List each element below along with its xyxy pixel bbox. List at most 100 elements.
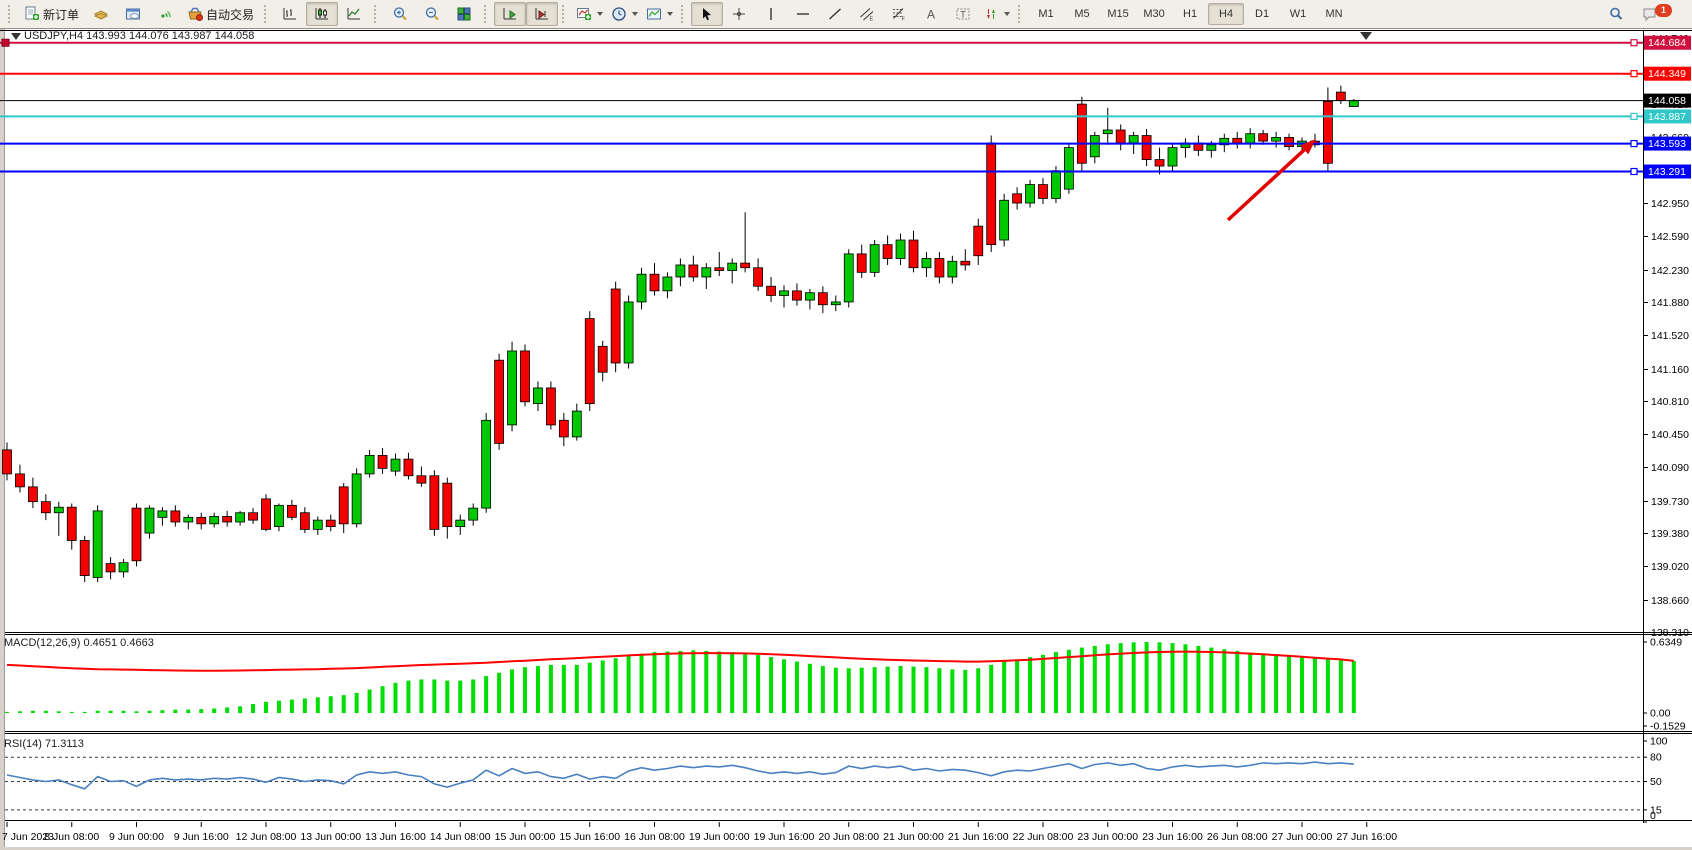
zoom-in-button[interactable] — [384, 2, 416, 26]
window-frame — [0, 29, 1692, 850]
new-order-button[interactable]: 新订单 — [18, 2, 85, 26]
toolbar-grip — [264, 5, 270, 23]
svg-text:14 Jun 08:00: 14 Jun 08:00 — [430, 831, 491, 843]
auto-trading-button[interactable]: 自动交易 — [181, 2, 260, 26]
svg-text:143.291: 143.291 — [1648, 166, 1686, 178]
trendline-icon — [829, 8, 842, 20]
signals-button[interactable] — [149, 2, 181, 26]
equidistant-channel-tool-button[interactable]: E — [851, 2, 883, 26]
svg-text:23 Jun 00:00: 23 Jun 00:00 — [1077, 831, 1138, 843]
svg-text:140.090: 140.090 — [1651, 462, 1689, 474]
crosshair-icon — [733, 8, 746, 20]
horizontal-line-icon — [797, 13, 810, 15]
text-tool-button[interactable]: A — [915, 2, 947, 26]
svg-text:80: 80 — [1650, 752, 1662, 764]
svg-text:143.593: 143.593 — [1648, 138, 1686, 150]
svg-text:22 Jun 08:00: 22 Jun 08:00 — [1013, 831, 1074, 843]
indicators-caret-icon — [597, 12, 604, 16]
macd-indicator-label: MACD(12,26,9) 0.4651 0.4663 — [4, 637, 154, 649]
svg-text:A: A — [927, 8, 935, 22]
symbol-title: USDJPY,H4 143.993 144.076 143.987 144.05… — [24, 30, 255, 42]
arrows-caret-icon — [1004, 12, 1011, 16]
cursor-tool-button[interactable] — [691, 2, 724, 26]
toolbar-grip — [681, 5, 687, 23]
svg-text:144.684: 144.684 — [1648, 37, 1686, 49]
indicators-button[interactable] — [572, 2, 607, 26]
svg-text:142.230: 142.230 — [1651, 265, 1689, 277]
svg-text:139.380: 139.380 — [1651, 528, 1689, 540]
candlestick-icon — [315, 8, 329, 20]
zoom-out-button[interactable] — [416, 2, 448, 26]
svg-text:0.6349: 0.6349 — [1650, 637, 1682, 649]
book-icon — [93, 10, 109, 20]
svg-text:141.880: 141.880 — [1651, 297, 1689, 309]
chart-shift-icon — [535, 8, 549, 20]
search-icon — [1610, 7, 1623, 20]
timeframe-m1-button[interactable]: M1 — [1038, 8, 1054, 20]
crosshair-tool-button[interactable] — [723, 2, 755, 26]
bar-chart-button[interactable] — [274, 2, 306, 26]
svg-text:26 Jun 08:00: 26 Jun 08:00 — [1207, 831, 1268, 843]
arrow-annotation — [1226, 139, 1316, 222]
macd-axis: 0.6349 0.00-0.1529 — [1643, 637, 1686, 733]
timeframe-w1-button[interactable]: W1 — [1289, 8, 1307, 20]
periods-button[interactable] — [607, 2, 642, 26]
svg-text:0: 0 — [1650, 810, 1656, 822]
rsi-levels: 100 80 50 150 — [5, 736, 1668, 823]
svg-text:13 Jun 00:00: 13 Jun 00:00 — [300, 831, 361, 843]
svg-text:140.450: 140.450 — [1651, 429, 1689, 441]
toolbar-grip — [562, 5, 568, 23]
text-label-icon: T — [956, 8, 970, 20]
timeframe-m5-button[interactable]: M5 — [1074, 8, 1090, 20]
svg-text:23 Jun 16:00: 23 Jun 16:00 — [1142, 831, 1203, 843]
pane-borders — [0, 30, 1692, 823]
toolbar-grip — [1018, 5, 1024, 23]
arrows-tool-button[interactable] — [979, 2, 1014, 26]
svg-text:15: 15 — [1650, 804, 1662, 816]
candlestick-chart-button[interactable] — [306, 2, 339, 26]
channel-icon: E — [860, 8, 874, 22]
cursor-icon — [703, 8, 712, 21]
horizontal-line-tool-button[interactable] — [787, 2, 819, 26]
timeframe-h1-button[interactable]: H1 — [1183, 8, 1198, 20]
svg-text:15 Jun 16:00: 15 Jun 16:00 — [559, 831, 620, 843]
svg-text:140.810: 140.810 — [1651, 396, 1689, 408]
svg-text:144.058: 144.058 — [1648, 95, 1686, 107]
tile-windows-button[interactable] — [448, 2, 480, 26]
price-tags: 144.684 144.349 143.887 143.593 143.291 144.0… — [1644, 35, 1691, 179]
timeframe-m15-button[interactable]: M15 — [1107, 8, 1129, 20]
svg-text:27 Jun 00:00: 27 Jun 00:00 — [1272, 831, 1333, 843]
timeframe-d1-button[interactable]: D1 — [1255, 8, 1270, 20]
chart-shift-button[interactable] — [526, 2, 559, 26]
search-button[interactable] — [1600, 2, 1632, 26]
vertical-line-tool-button[interactable] — [755, 2, 787, 26]
text-label-tool-button[interactable]: T — [947, 2, 979, 26]
svg-text:7 Jun 2023: 7 Jun 2023 — [2, 831, 54, 843]
fibonacci-tool-button[interactable]: F — [883, 2, 915, 26]
notifications-button[interactable]: 1 — [1638, 2, 1682, 26]
svg-text:F: F — [902, 17, 906, 23]
line-chart-button[interactable] — [338, 2, 370, 26]
svg-text:9 Jun 16:00: 9 Jun 16:00 — [174, 831, 229, 843]
auto-scroll-button[interactable] — [494, 2, 527, 26]
svg-text:13 Jun 16:00: 13 Jun 16:00 — [365, 831, 426, 843]
svg-text:21 Jun 16:00: 21 Jun 16:00 — [948, 831, 1009, 843]
timeframe-mn-button[interactable]: MN — [1325, 8, 1343, 20]
price-axis: 144.740144.380144.020143.660143.310142.9… — [1643, 33, 1689, 639]
data-window-button[interactable] — [117, 2, 149, 26]
trendline-tool-button[interactable] — [819, 2, 851, 26]
timeframe-h4-button[interactable]: H4 — [1208, 3, 1245, 25]
main-toolbar: 新订单 自动交易 — [0, 0, 1692, 29]
new-order-label: 新订单 — [43, 7, 80, 22]
svg-text:16 Jun 08:00: 16 Jun 08:00 — [624, 831, 685, 843]
templates-button[interactable] — [642, 2, 677, 26]
svg-text:-0.1529: -0.1529 — [1650, 721, 1686, 733]
macd-pane — [5, 642, 1356, 713]
timeframe-m30-button[interactable]: M30 — [1143, 8, 1165, 20]
svg-text:27 Jun 16:00: 27 Jun 16:00 — [1336, 831, 1397, 843]
market-watch-button[interactable] — [85, 2, 117, 26]
text-icon: A — [927, 8, 935, 22]
svg-text:8 Jun 08:00: 8 Jun 08:00 — [44, 831, 99, 843]
